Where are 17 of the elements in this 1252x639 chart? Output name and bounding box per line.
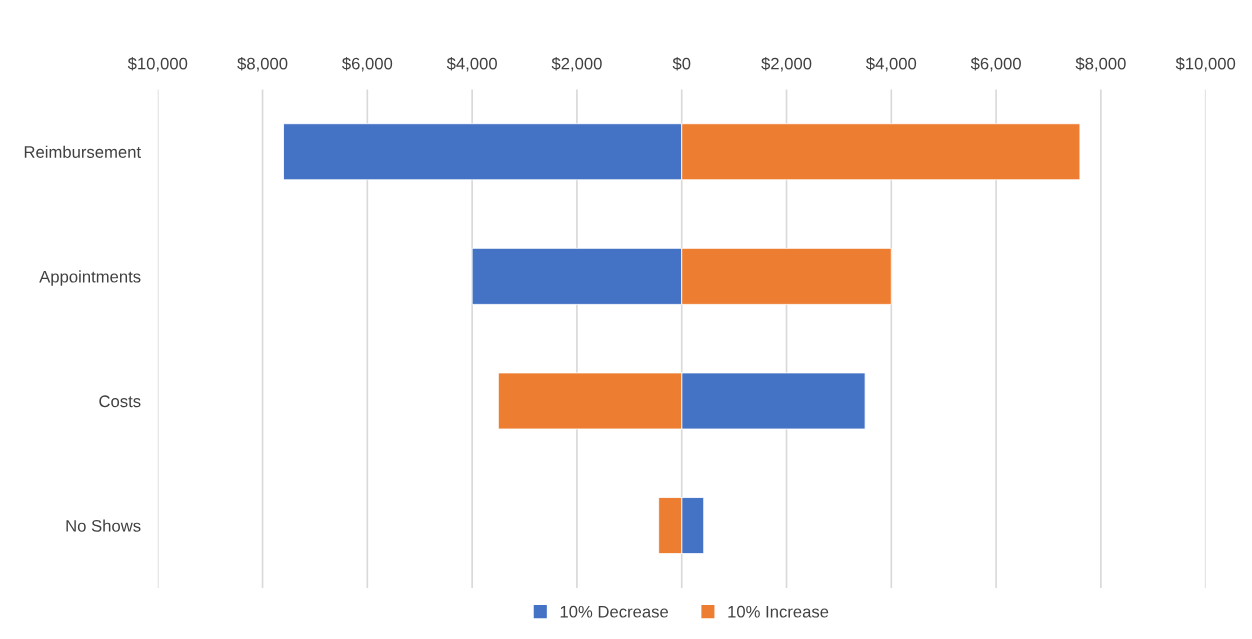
legend-label: 10% Decrease (560, 605, 669, 618)
x-tick-label: $8,000 (237, 57, 288, 72)
x-tick-label: $4,000 (446, 57, 497, 72)
x-tick-label: $8,000 (1075, 57, 1126, 72)
x-tick-label: $2,000 (551, 57, 602, 72)
x-tick-label: $10,000 (127, 57, 188, 72)
y-tick-label: No Shows (66, 519, 141, 532)
x-tick-label: $6,000 (970, 57, 1021, 72)
x-tick-label: $10,000 (1175, 57, 1236, 72)
y-tick-label: Costs (99, 395, 141, 408)
y-tick-label: Reimbursement (24, 145, 141, 158)
x-tick-label: $6,000 (342, 57, 393, 72)
x-tick-label: $2,000 (761, 57, 812, 72)
y-tick-label: Appointments (39, 270, 141, 286)
legend-label: 10% Increase (728, 605, 829, 618)
x-tick-label: $4,000 (865, 57, 917, 72)
x-tick-label: $0 (672, 57, 691, 71)
